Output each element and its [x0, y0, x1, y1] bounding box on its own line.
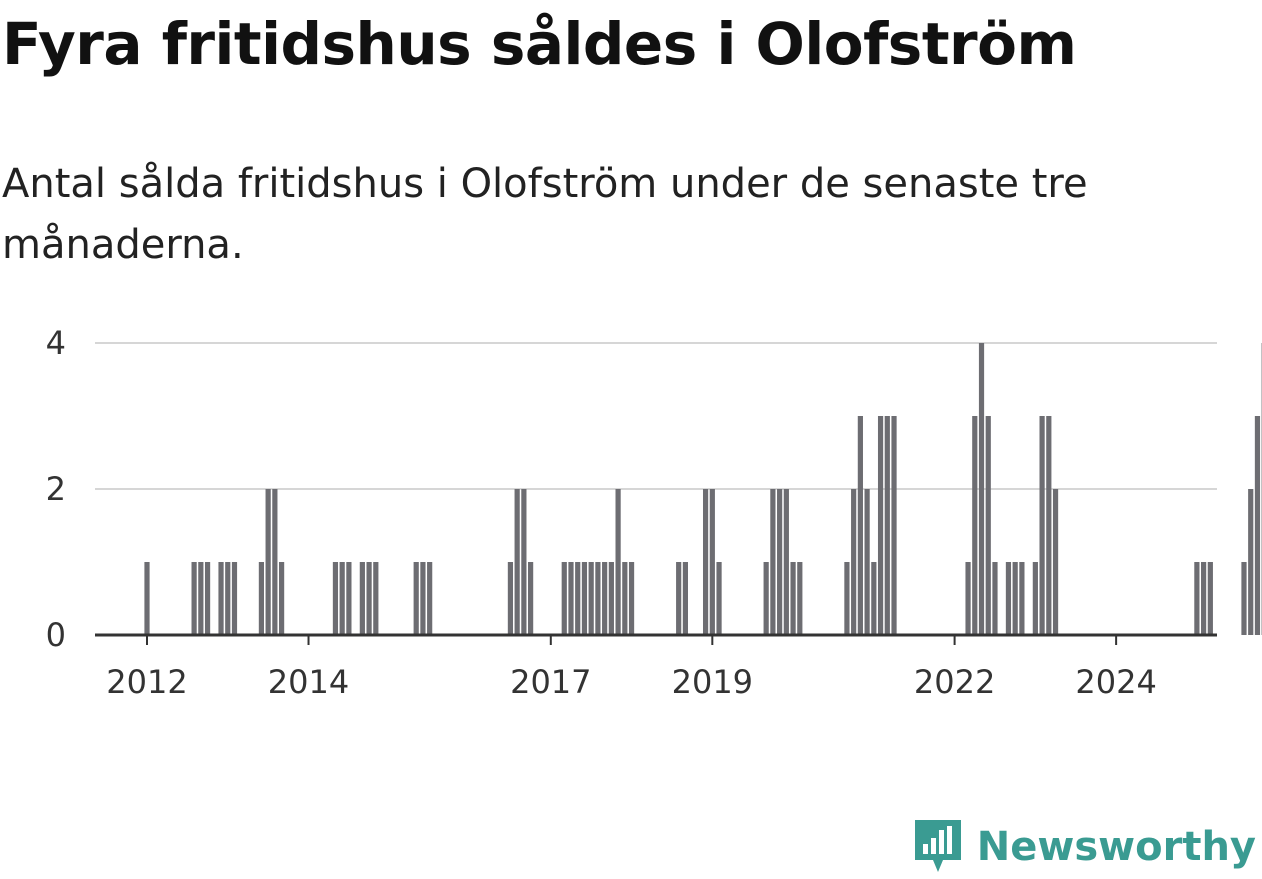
bar: [702, 489, 709, 635]
bar: [1046, 416, 1052, 635]
bar: [231, 562, 238, 635]
bar: [366, 562, 372, 635]
bar: [1207, 562, 1213, 635]
bar: [198, 562, 204, 635]
bar: [770, 489, 776, 635]
bar: [615, 489, 621, 635]
bar: [985, 416, 991, 635]
bars: [144, 343, 1262, 635]
bar: [716, 562, 722, 635]
bar: [595, 562, 601, 635]
bar: [628, 562, 635, 635]
bar: [1052, 489, 1059, 635]
y-tick-label: 2: [46, 470, 66, 508]
brand-logo: Newsworthy: [913, 818, 1256, 876]
axis-labels: 0 2 4 2012 2014 2017 2019 2022 2024 4: [46, 295, 1262, 701]
bar: [864, 489, 870, 635]
x-tick-label: 2014: [268, 663, 349, 701]
bar: [265, 489, 271, 635]
bar: [844, 562, 850, 635]
bar: [965, 562, 971, 635]
bar: [972, 416, 978, 635]
bar: [218, 562, 224, 635]
x-tick-label: 2022: [914, 663, 995, 701]
bar: [871, 562, 877, 635]
bar: [790, 562, 796, 635]
bar: [258, 562, 265, 635]
bar: [851, 489, 857, 635]
bar: [1254, 416, 1261, 635]
x-tick-label: 2019: [672, 663, 753, 701]
bar: [602, 562, 608, 635]
bar: [783, 489, 789, 635]
bar: [622, 562, 628, 635]
bar: [561, 562, 567, 635]
x-tick-label: 2024: [1075, 663, 1156, 701]
bar: [777, 489, 783, 635]
bar: [568, 562, 574, 635]
newsworthy-logo-icon: [914, 820, 961, 872]
bar: [191, 562, 197, 635]
bar: [1241, 562, 1247, 635]
brand-name: Newsworthy: [976, 824, 1256, 870]
bar: [1019, 562, 1025, 635]
bar: [413, 562, 419, 635]
bar: [857, 416, 863, 635]
bar: [507, 562, 514, 635]
y-tick-label: 4: [46, 324, 66, 362]
bar: [279, 562, 285, 635]
bar: [1248, 489, 1254, 635]
bar: [1012, 562, 1018, 635]
bar: [427, 562, 433, 635]
bar: [992, 562, 998, 635]
x-tick-label: 2012: [106, 663, 187, 701]
bar: [884, 416, 890, 635]
bar: [332, 562, 339, 635]
bar: [144, 562, 150, 635]
bar: [763, 562, 769, 635]
bar: [514, 489, 520, 635]
bar: [978, 343, 985, 635]
bar: [1039, 416, 1045, 635]
bar: [346, 562, 352, 635]
x-axis: [95, 633, 1217, 645]
bar: [359, 562, 365, 635]
bar: [1032, 562, 1038, 635]
bar: [608, 562, 614, 635]
bar: [373, 562, 379, 635]
bar-chart: 0 2 4 2012 2014 2017 2019 2022 2024 4: [46, 295, 1262, 701]
bar: [1201, 562, 1207, 635]
bar: [225, 562, 231, 635]
bar: [709, 489, 715, 635]
x-tick-label: 2017: [510, 663, 591, 701]
bar: [339, 562, 345, 635]
bar: [521, 489, 527, 635]
bar: [1194, 562, 1200, 635]
bar: [272, 489, 278, 635]
bar: [420, 562, 426, 635]
bar: [204, 562, 211, 635]
bar: [682, 562, 688, 635]
gridlines: [95, 342, 1217, 490]
bar: [581, 562, 588, 635]
bar: [528, 562, 534, 635]
bar: [1005, 562, 1012, 635]
chart-subtitle: Antal sålda fritidshus i Olofström under…: [2, 161, 1088, 268]
value-annotation: 4: [1261, 295, 1262, 333]
chart-title: Fyra fritidshus såldes i Olofström: [2, 10, 1077, 78]
y-tick-label: 0: [46, 616, 66, 654]
bar: [676, 562, 682, 635]
bar: [797, 562, 803, 635]
bar: [588, 562, 594, 635]
bar: [891, 416, 897, 635]
bar: [877, 416, 884, 635]
bar: [575, 562, 581, 635]
